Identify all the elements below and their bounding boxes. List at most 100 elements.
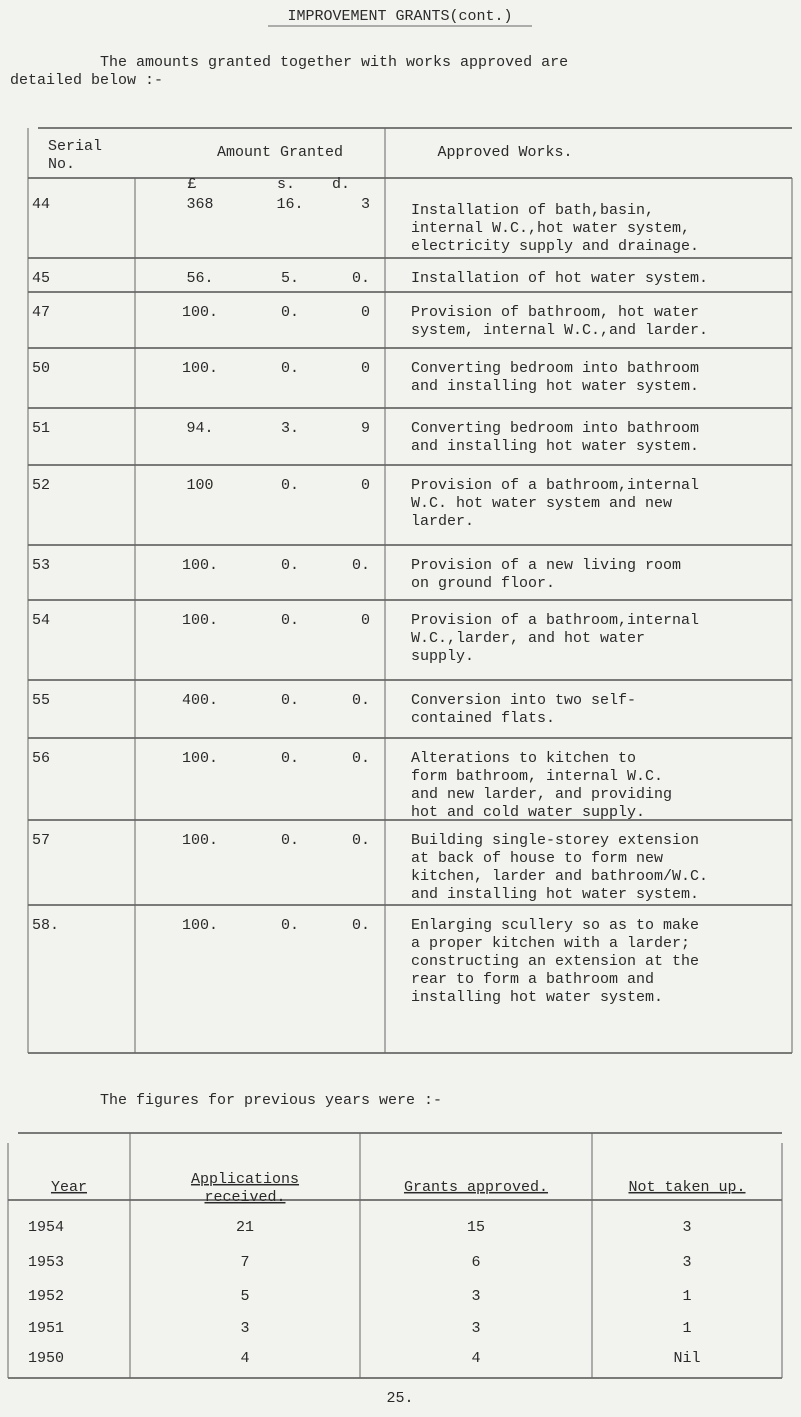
works-line: kitchen, larder and bathroom/W.C. [411, 868, 708, 885]
pounds: 100. [182, 304, 218, 321]
cell: 5 [240, 1288, 249, 1305]
pounds: 400. [182, 692, 218, 709]
works-line: Converting bedroom into bathroom [411, 360, 699, 377]
works-line: at back of house to form new [411, 850, 663, 867]
serial: 57 [32, 832, 50, 849]
works-line: and new larder, and providing [411, 786, 672, 803]
page-number: 25. [386, 1390, 413, 1407]
pence: 0 [361, 612, 370, 629]
cell: 3 [682, 1254, 691, 1271]
pence: 0 [361, 304, 370, 321]
shillings: 0. [281, 917, 299, 934]
serial: 52 [32, 477, 50, 494]
works-line: and installing hot water system. [411, 378, 699, 395]
cell: 3 [240, 1320, 249, 1337]
header: Serial [48, 138, 102, 155]
works-line: Converting bedroom into bathroom [411, 420, 699, 437]
cell: 7 [240, 1254, 249, 1271]
works-line: contained flats. [411, 710, 555, 727]
shillings: 0. [281, 304, 299, 321]
header: Applications [191, 1171, 299, 1188]
serial: 47 [32, 304, 50, 321]
works-line: Provision of a new living room [411, 557, 681, 574]
year: 1954 [28, 1219, 64, 1236]
pence: 9 [361, 420, 370, 437]
header: Amount Granted [217, 144, 343, 161]
works-line: and installing hot water system. [411, 438, 699, 455]
works-line: supply. [411, 648, 474, 665]
shillings: 0. [281, 750, 299, 767]
works-line: W.C.,larder, and hot water [411, 630, 645, 647]
works-line: Enlarging scullery so as to make [411, 917, 699, 934]
works-line: internal W.C.,hot water system, [411, 220, 690, 237]
works-line: Installation of hot water system. [411, 270, 708, 287]
pounds: 100. [182, 557, 218, 574]
year: 1953 [28, 1254, 64, 1271]
pence: 0. [352, 917, 370, 934]
shillings: 0. [281, 612, 299, 629]
shillings: 0. [281, 557, 299, 574]
header: Approved Works. [437, 144, 572, 161]
intro-line: detailed below :- [10, 72, 163, 89]
header: Grants approved. [404, 1179, 548, 1196]
pounds: 100 [186, 477, 213, 494]
intro-line: The amounts granted together with works … [100, 54, 568, 71]
works-line: system, internal W.C.,and larder. [411, 322, 708, 339]
header: received. [204, 1189, 285, 1206]
serial: 58. [32, 917, 59, 934]
serial: 53 [32, 557, 50, 574]
unit: £ [187, 176, 196, 193]
works-line: rear to form a bathroom and [411, 971, 654, 988]
serial: 51 [32, 420, 50, 437]
works-line: Provision of a bathroom,internal [411, 612, 699, 629]
works-line: electricity supply and drainage. [411, 238, 699, 255]
shillings: 0. [281, 360, 299, 377]
unit: d. [332, 176, 350, 193]
year: 1952 [28, 1288, 64, 1305]
works-line: Provision of a bathroom,internal [411, 477, 699, 494]
pounds: 100. [182, 832, 218, 849]
cell: 3 [471, 1288, 480, 1305]
shillings: 3. [281, 420, 299, 437]
works-line: form bathroom, internal W.C. [411, 768, 663, 785]
header: Not taken up. [628, 1179, 745, 1196]
pounds: 100. [182, 750, 218, 767]
serial: 56 [32, 750, 50, 767]
pounds: 94. [186, 420, 213, 437]
shillings: 0. [281, 477, 299, 494]
title: IMPROVEMENT GRANTS(cont.) [287, 8, 512, 25]
pence: 0 [361, 477, 370, 494]
serial: 44 [32, 196, 50, 213]
cell: 1 [682, 1288, 691, 1305]
cell: Nil [673, 1350, 700, 1367]
cell: 4 [471, 1350, 480, 1367]
works-line: a proper kitchen with a larder; [411, 935, 690, 952]
pence: 0. [352, 557, 370, 574]
pence: 0. [352, 270, 370, 287]
year: 1951 [28, 1320, 64, 1337]
header: Year [51, 1179, 87, 1196]
works-line: Installation of bath,basin, [411, 202, 654, 219]
cell: 15 [467, 1219, 485, 1236]
shillings: 0. [281, 692, 299, 709]
cell: 6 [471, 1254, 480, 1271]
serial: 55 [32, 692, 50, 709]
cell: 3 [471, 1320, 480, 1337]
shillings: 16. [276, 196, 303, 213]
previous-intro: The figures for previous years were :- [100, 1092, 442, 1109]
works-line: Provision of bathroom, hot water [411, 304, 699, 321]
pence: 0. [352, 692, 370, 709]
pounds: 100. [182, 612, 218, 629]
header: No. [48, 156, 75, 173]
works-line: installing hot water system. [411, 989, 663, 1006]
works-line: larder. [411, 513, 474, 530]
works-line: and installing hot water system. [411, 886, 699, 903]
cell: 1 [682, 1320, 691, 1337]
pence: 3 [361, 196, 370, 213]
works-line: Alterations to kitchen to [411, 750, 636, 767]
pounds: 368 [186, 196, 213, 213]
pence: 0. [352, 832, 370, 849]
serial: 50 [32, 360, 50, 377]
serial: 45 [32, 270, 50, 287]
